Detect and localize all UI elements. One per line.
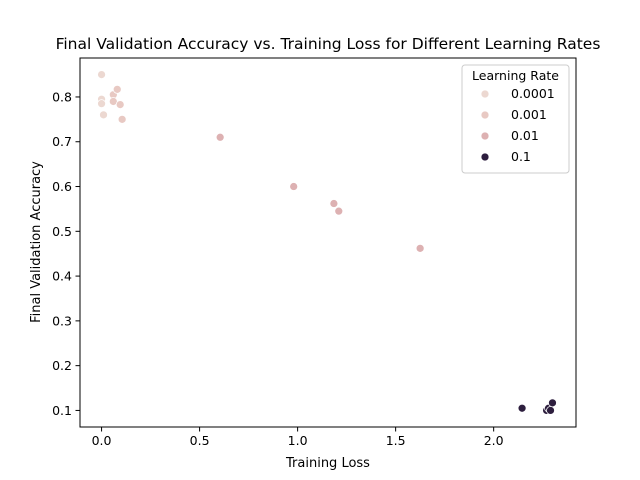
y-tick-label: 0.2 xyxy=(52,358,72,373)
y-tick-label: 0.7 xyxy=(52,134,72,149)
legend-label: 0.01 xyxy=(511,128,539,143)
legend-marker xyxy=(480,110,490,120)
data-point-lr-0_001 xyxy=(115,100,125,109)
y-tick-label: 0.3 xyxy=(52,313,72,328)
legend-title: Learning Rate xyxy=(472,68,559,83)
legend-marker xyxy=(480,131,490,141)
plot-area xyxy=(97,70,557,415)
data-point-lr-0_0001 xyxy=(97,99,106,109)
data-point-lr-0_01 xyxy=(289,182,299,191)
data-point-lr-0_01 xyxy=(334,206,344,216)
x-tick-label: 1.0 xyxy=(288,433,308,448)
y-axis-label: Final Validation Accuracy xyxy=(29,161,44,323)
data-point-lr-0_01 xyxy=(215,132,225,142)
y-axis-ticks: 0.1 0.2 0.3 0.4 0.5 0.6 0.7 0.8 xyxy=(52,89,80,418)
data-point-lr-0_0001 xyxy=(97,70,106,79)
x-tick-label: 1.5 xyxy=(386,433,406,448)
x-tick-label: 0.0 xyxy=(92,433,112,448)
y-tick-label: 0.8 xyxy=(52,89,72,104)
y-tick-label: 0.6 xyxy=(52,179,72,194)
legend: Learning Rate 0.0001 0.001 0.01 0.1 xyxy=(461,64,570,174)
data-point-lr-0_0001 xyxy=(99,110,108,120)
legend-marker xyxy=(480,89,490,99)
y-tick-label: 0.5 xyxy=(52,224,72,239)
y-tick-label: 0.4 xyxy=(52,269,72,284)
data-point-lr-0_001 xyxy=(117,114,127,124)
y-tick-label: 0.1 xyxy=(52,403,72,418)
legend-marker xyxy=(480,152,490,162)
legend-entries: 0.0001 0.001 0.01 0.1 xyxy=(480,86,555,164)
x-axis-label: Training Loss xyxy=(285,456,370,471)
legend-label: 0.001 xyxy=(511,107,547,122)
data-point-lr-0_1 xyxy=(517,403,527,413)
legend-label: 0.1 xyxy=(511,149,531,164)
data-point-lr-0_01 xyxy=(329,199,339,208)
data-point-lr-0_1 xyxy=(548,398,557,408)
data-point-lr-0_01 xyxy=(415,243,425,253)
plot-frame xyxy=(79,57,577,428)
data-point-lr-0_1 xyxy=(546,406,555,415)
data-point-lr-0_001 xyxy=(112,84,122,94)
chart-title: Final Validation Accuracy vs. Training L… xyxy=(56,35,601,53)
x-axis-ticks: 0.0 0.5 1.0 1.5 2.0 xyxy=(92,427,504,448)
x-tick-label: 0.5 xyxy=(190,433,210,448)
x-tick-label: 2.0 xyxy=(484,433,504,448)
legend-label: 0.0001 xyxy=(511,86,555,101)
